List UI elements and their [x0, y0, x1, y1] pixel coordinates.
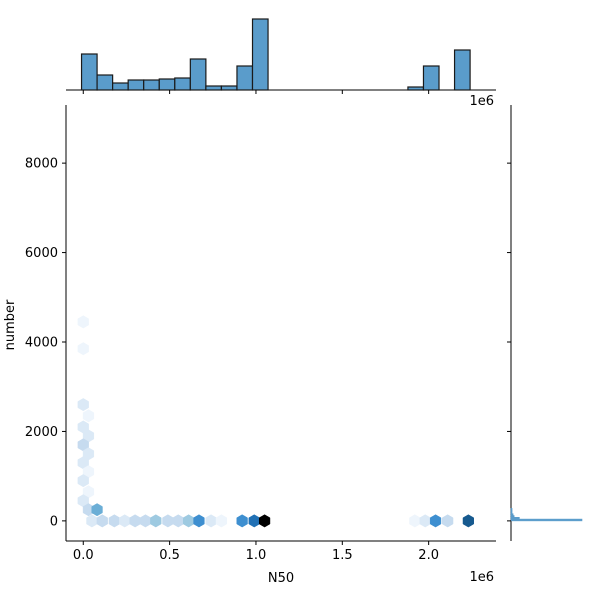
hexbin-cell [193, 514, 205, 528]
right-marginal-histogram [510, 105, 583, 541]
y-tick-label: 0 [50, 514, 58, 529]
top-hist-bar [174, 77, 191, 91]
hexbin-cell [442, 514, 454, 528]
y-tick-label: 2000 [25, 425, 58, 440]
x-tick-label: 1.0 [246, 548, 267, 563]
x-tick-label: 1.5 [332, 548, 353, 563]
top-hist-bar [143, 79, 160, 91]
hexbin-cell [119, 514, 131, 528]
hexbin-cell [77, 474, 89, 488]
top-hist-bar [422, 65, 440, 91]
right-hist-bar [510, 518, 583, 522]
hexbin-cell [462, 514, 474, 528]
x-offset-label-bottom: 1e6 [469, 570, 494, 585]
right-hist-bar [510, 508, 513, 511]
hexbin-layer [77, 315, 474, 528]
hexbin-cell [91, 503, 103, 517]
hexbin-cell [82, 409, 95, 423]
top-hist-bar [127, 79, 145, 91]
top-hist-bar [453, 49, 471, 91]
x-tick-label: 0.0 [73, 548, 94, 563]
top-hist-bar [158, 78, 176, 91]
hexbin-cell [139, 514, 152, 528]
hexbin-cell [150, 514, 162, 528]
hexbin-cell [77, 342, 89, 356]
hexbin-cell [162, 514, 174, 528]
x-axis-label: N50 [268, 571, 294, 586]
y-axis-label: number [3, 299, 18, 350]
x-offset-label-top: 1e6 [469, 94, 494, 109]
hexbin-cell [236, 514, 248, 528]
top-hist-bar [112, 82, 129, 91]
hexbin-cell [77, 315, 89, 329]
hexbin-cell [205, 514, 217, 528]
top-hist-bar [220, 85, 238, 91]
hexbin-cell [248, 514, 260, 528]
hexbin-cell [419, 514, 431, 528]
y-tick-label: 6000 [25, 246, 58, 261]
top-hist-bar [96, 74, 114, 91]
hexbin-cell [77, 398, 89, 412]
top-hist-bar [251, 18, 269, 91]
hexbin-cell [258, 514, 271, 528]
x-tick-label: 0.5 [159, 548, 180, 563]
hexbin-cell [86, 514, 98, 528]
right-hist-bar [510, 516, 520, 520]
hexbin-cell [429, 514, 442, 528]
hexbin-cell [215, 514, 228, 528]
top-hist-bar [205, 85, 223, 91]
top-hist-bar [407, 86, 425, 91]
y-tick-label: 8000 [25, 157, 58, 172]
top-hist-bar [236, 65, 254, 91]
top-hist-bar [80, 53, 98, 91]
hexbin-cell [182, 514, 195, 528]
hexbin-cell [129, 514, 141, 528]
hexbin-cell [409, 514, 421, 528]
main-axes: 0.0 0.5 1.0 1.5 2.0 0 2000 4000 6000 8000 [25, 90, 511, 563]
y-tick-label: 4000 [25, 336, 58, 351]
hexbin-cell [172, 514, 184, 528]
top-marginal-histogram [66, 18, 496, 91]
x-tick-label: 2.0 [418, 548, 439, 563]
hexbin-cell [96, 514, 108, 528]
top-hist-bar [189, 58, 207, 91]
hexbin-cell [108, 514, 120, 528]
